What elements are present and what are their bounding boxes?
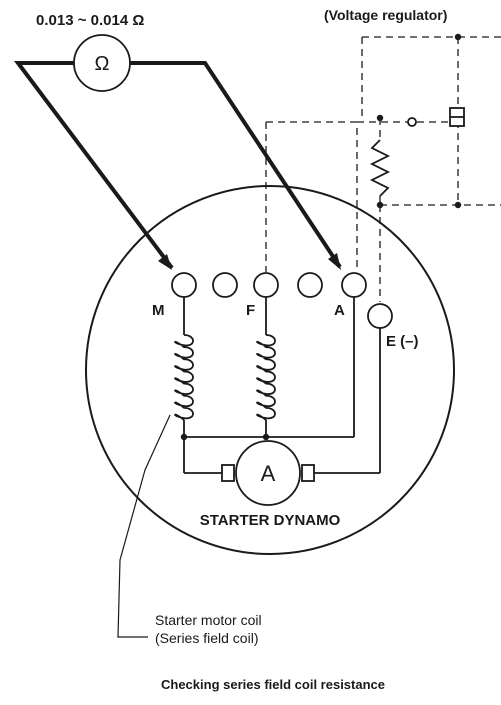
shunt-field-coil [256,334,276,421]
terminal-f-label: F [246,302,255,319]
terminal-e [367,303,393,329]
dynamo-title: STARTER DYNAMO [200,512,341,529]
ohm-symbol: Ω [95,53,110,75]
terminal-f [253,272,279,298]
junction-regulator-bottom [454,201,462,209]
lead-to-m-terminal [13,61,174,270]
armature-rotor [235,440,301,506]
coil-callout-leader [117,414,171,638]
regulator-resistor [369,139,391,197]
terminal-blank-1 [212,272,238,298]
starter-dynamo: M F A E (–) A STARTER DYNAMO [85,185,455,555]
dynamo-housing [85,185,455,555]
voltage-regulator-label: (Voltage regulator) [324,7,447,23]
terminal-m [171,272,197,298]
armature-left-brush [221,464,235,482]
junction-f-bus [262,433,270,441]
figure-caption: Checking series field coil resistance [161,677,385,692]
coil-callout-line1: Starter motor coil [155,612,262,628]
junction-regulator-top [454,33,462,41]
junction-resistor-bottom [376,201,384,209]
terminal-m-label: M [152,302,165,319]
terminal-a-label: A [334,302,345,319]
ohmmeter-leads [13,61,342,270]
lead-arrow-a [328,253,341,270]
terminal-e-label: E (–) [386,333,419,350]
junction-m-bus [180,433,188,441]
resistance-reading: 0.013 ~ 0.014 Ω [36,12,144,29]
voltage-regulator: (Voltage regulator) [265,7,501,302]
coil-callout-line2: (Series field coil) [155,630,258,646]
armature-symbol: A [261,461,276,486]
ohmmeter: 0.013 ~ 0.014 Ω Ω [36,12,144,92]
terminal-a [341,272,367,298]
regulator-contact-point [407,117,417,127]
junction-resistor-top [376,114,384,122]
lead-arrow-m [158,254,172,270]
armature-right-brush [301,464,315,482]
terminal-blank-2 [297,272,323,298]
lead-to-a-terminal [130,61,342,269]
series-field-coil [174,334,194,421]
